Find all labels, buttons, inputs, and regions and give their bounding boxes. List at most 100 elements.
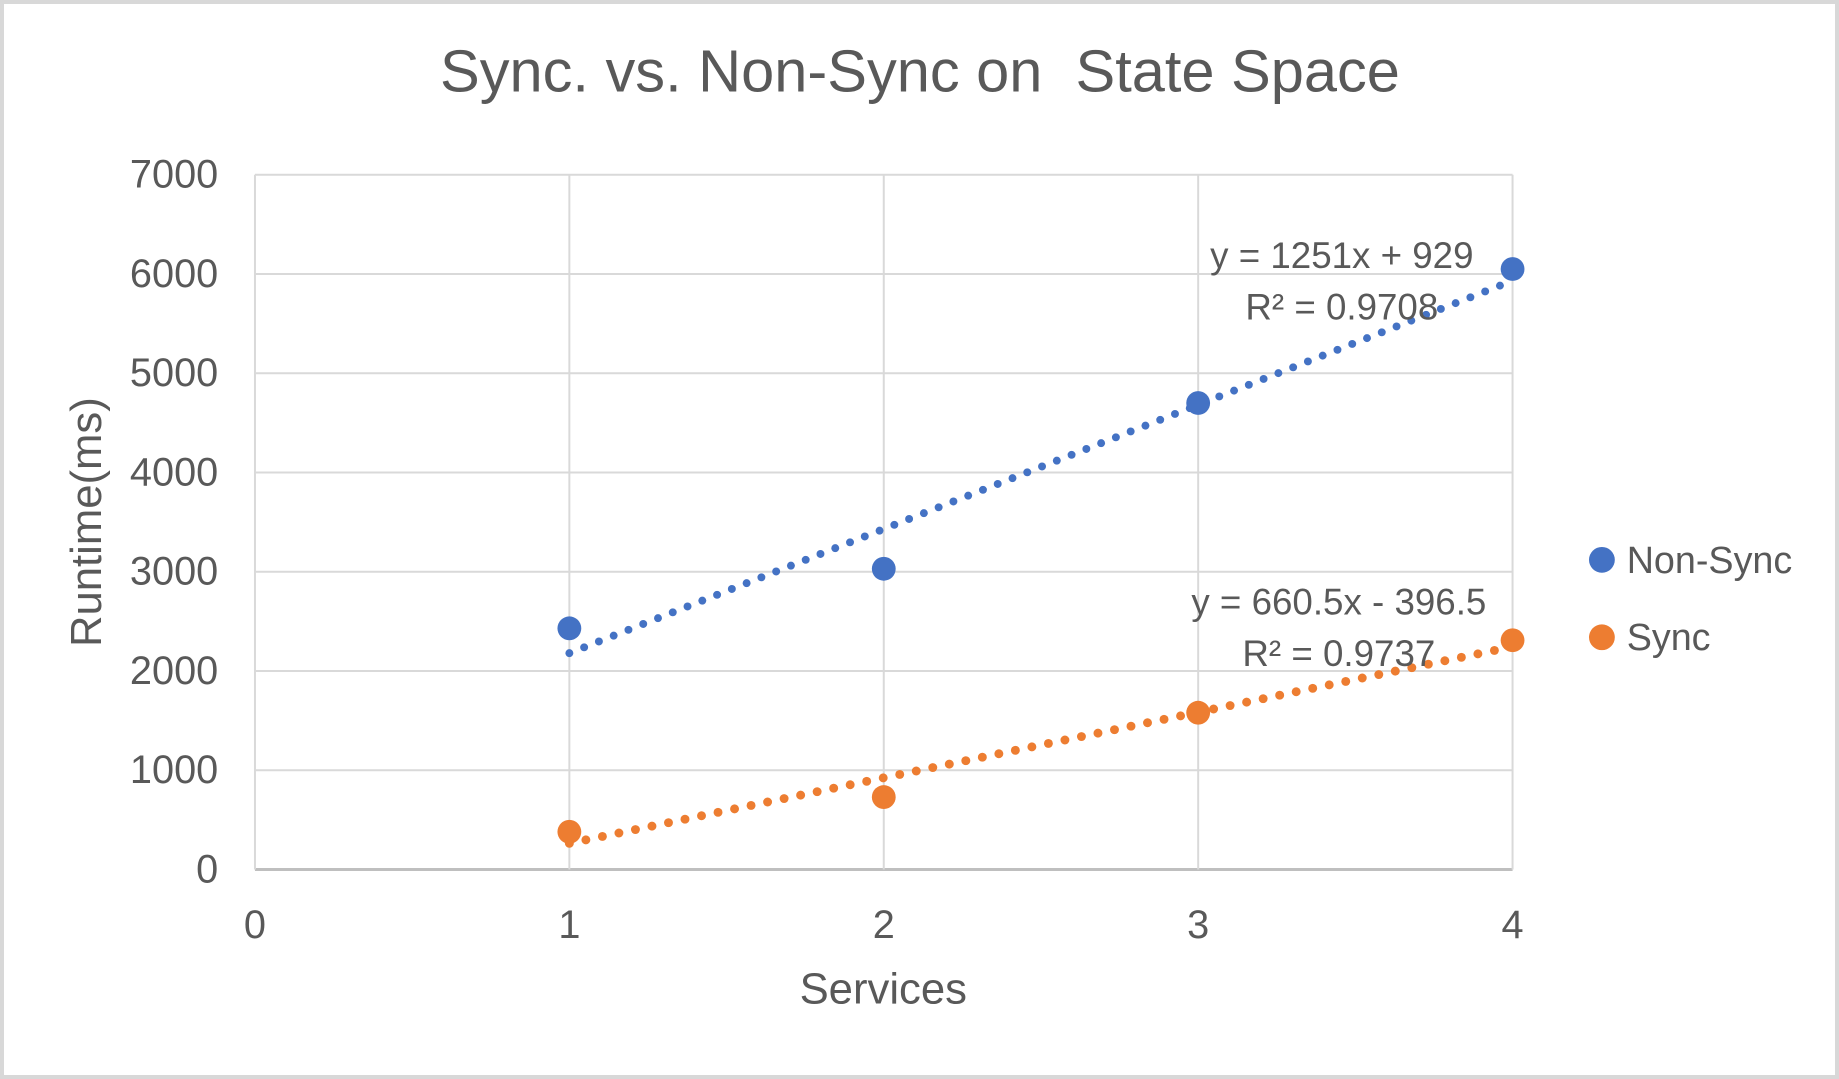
trendline-dot: [1451, 299, 1460, 308]
trendline-dot: [1274, 369, 1283, 378]
data-point: [1500, 257, 1525, 281]
trendline-dot: [581, 835, 591, 845]
trendline-dot: [630, 825, 640, 835]
trendline-dot: [1374, 670, 1384, 680]
trendline-dot: [1377, 328, 1386, 337]
trendline-dot: [698, 596, 707, 605]
trendline-dot: [763, 797, 773, 807]
trendline-dot: [730, 804, 740, 814]
trendline-dot: [727, 585, 736, 593]
trendline-dot: [580, 643, 589, 652]
trendline-dot: [978, 485, 987, 494]
trendline-dot: [1489, 645, 1499, 655]
trendline-dot: [772, 567, 781, 576]
trendline-dot: [654, 614, 662, 623]
trendline-dot: [934, 503, 943, 512]
y-tick-label: 3000: [130, 550, 218, 594]
data-point: [557, 819, 582, 844]
trendline-dot: [1176, 711, 1186, 721]
trendline-dot: [1043, 738, 1053, 748]
trendline-dot: [994, 749, 1004, 759]
y-tick-label: 0: [196, 847, 218, 891]
trendline-dot: [713, 590, 722, 599]
trendline-dot: [609, 631, 618, 640]
trendline-dot: [624, 625, 633, 634]
data-points: [557, 257, 1525, 844]
trendline-dot: [565, 649, 574, 658]
trendline-dot: [1436, 304, 1445, 313]
trendline-dot: [1097, 439, 1106, 448]
trendline-dot: [812, 787, 822, 797]
x-tick-label: 2: [873, 903, 895, 947]
trendline-dot: [1318, 351, 1327, 360]
trendline-dot: [977, 752, 987, 762]
trendline-dot: [757, 573, 766, 582]
trendline-dot: [597, 831, 607, 841]
trendline-dot: [1258, 694, 1268, 704]
y-tick-label: 6000: [130, 252, 218, 296]
trendline-dot: [1289, 363, 1298, 372]
y-tick-label: 4000: [130, 450, 218, 494]
trendline-dot: [1341, 676, 1351, 686]
trendline-dot: [742, 579, 751, 588]
trendline-dot: [614, 828, 624, 838]
trendline-dot: [1357, 673, 1367, 683]
trendline-dot: [1111, 433, 1120, 442]
trendline-dot: [647, 821, 657, 831]
trendline-dot: [796, 790, 806, 800]
trendline-dot: [944, 759, 954, 769]
x-tick-label: 1: [558, 903, 580, 947]
legend-marker-icon: [1588, 624, 1615, 651]
trendline-dot: [1473, 649, 1483, 659]
r-squared-label: R² = 0.9737: [1242, 633, 1435, 674]
trendline-dot: [1407, 663, 1417, 673]
trendline-dot: [1324, 680, 1334, 690]
trendline-dot: [1230, 386, 1239, 395]
data-point: [1186, 391, 1211, 415]
trendline-dot: [895, 769, 905, 779]
trendline-dot: [905, 515, 914, 523]
trendline-dot: [1242, 697, 1252, 707]
trendline-dot: [1275, 690, 1285, 700]
trendline-dot: [911, 766, 921, 776]
y-tick-label: 7000: [130, 153, 218, 197]
trendline-dot: [862, 776, 872, 786]
trendline-dot: [1422, 310, 1431, 319]
trendline-dot: [1067, 450, 1076, 459]
trendline-dot: [1363, 334, 1371, 343]
trendline-dot: [1027, 742, 1037, 752]
trendline-dot: [1440, 656, 1450, 666]
trendline-dot: [1466, 293, 1475, 302]
data-point: [557, 616, 582, 641]
trendline-dot: [1052, 456, 1061, 465]
trendline-dot: [664, 818, 673, 828]
trendline-dot: [890, 520, 899, 529]
trendline-dot: [1244, 380, 1253, 389]
equation-label: y = 1251x + 929: [1210, 235, 1473, 276]
trendline-dot: [1407, 316, 1416, 325]
trendline-dot: [1291, 687, 1301, 697]
axis-tick-labels: 0 1000 2000 3000 4000 5000 6000 7000 0 1 2 3 4: [130, 153, 1524, 947]
legend-label: Non-Sync: [1627, 539, 1793, 581]
y-tick-label: 1000: [130, 748, 218, 792]
trendline-dot: [1495, 281, 1504, 290]
trendline-dot: [746, 800, 756, 810]
legend: Non-Sync Sync: [1588, 539, 1793, 658]
trendline-dot: [1076, 732, 1086, 742]
trendline-dot: [1171, 409, 1179, 418]
trendline-dot: [1141, 421, 1150, 430]
trendline-dot: [878, 773, 888, 783]
trendline-dot: [1159, 714, 1169, 724]
trendline-dot: [845, 780, 855, 790]
trendline-dot: [875, 526, 884, 535]
trendline-dot: [1110, 725, 1119, 735]
legend-marker-icon: [1588, 546, 1615, 573]
trendline-dot: [697, 811, 706, 821]
trendline-dot: [993, 480, 1002, 488]
trendline-dot: [928, 763, 938, 773]
trendline-dot: [1348, 339, 1357, 348]
chart-title: Sync. vs. Non-Sync on State Space: [440, 37, 1400, 104]
trendline-dot: [1215, 392, 1224, 401]
trendline-dot: [1008, 474, 1017, 483]
trendline-dot: [816, 550, 825, 558]
